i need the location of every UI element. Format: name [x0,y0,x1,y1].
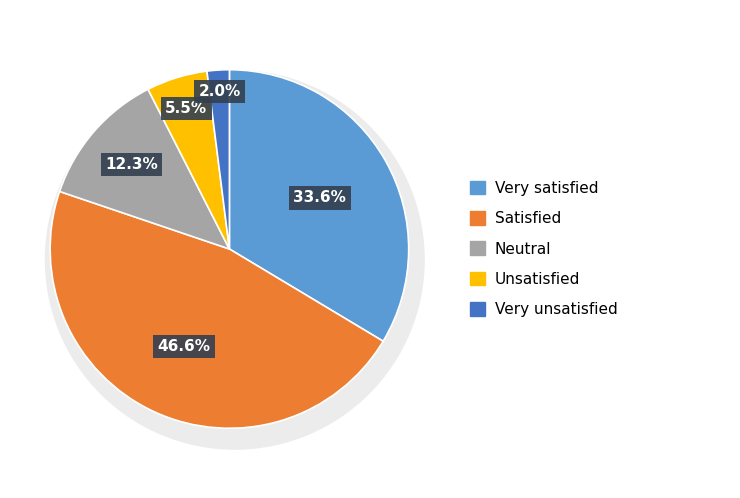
Ellipse shape [44,70,425,450]
Wedge shape [207,70,229,249]
Text: 2.0%: 2.0% [198,84,241,99]
Text: 5.5%: 5.5% [165,101,207,116]
Wedge shape [148,71,229,249]
Wedge shape [50,191,383,428]
Wedge shape [60,89,229,249]
Text: 33.6%: 33.6% [294,190,346,205]
Text: 46.6%: 46.6% [158,339,211,354]
Legend: Very satisfied, Satisfied, Neutral, Unsatisfied, Very unsatisfied: Very satisfied, Satisfied, Neutral, Unsa… [470,181,617,317]
Wedge shape [229,70,408,341]
Text: 12.3%: 12.3% [105,157,158,172]
